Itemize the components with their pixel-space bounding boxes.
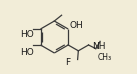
Text: OH: OH [70,20,83,30]
Text: CH₃: CH₃ [97,53,111,62]
Text: HO: HO [20,30,34,39]
Text: F: F [65,58,70,67]
Text: NH: NH [92,42,106,51]
Text: HO: HO [20,48,34,57]
